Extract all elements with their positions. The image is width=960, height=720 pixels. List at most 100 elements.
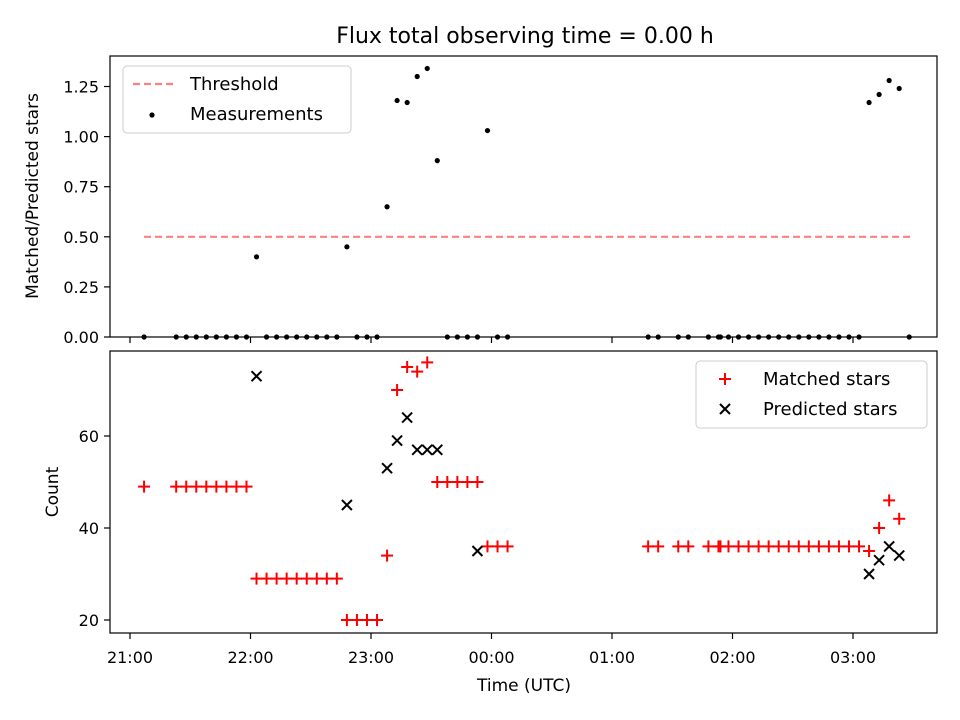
matched-star-point [883,494,896,507]
top-y-tick-label: 0.75 [63,178,99,197]
measurement-point [484,127,491,134]
matched-star-point [722,540,735,553]
top-y-tick-label: 1.00 [63,128,99,147]
predicted-star-point [381,462,393,474]
matched-star-point [340,614,353,626]
threshold-legend-label: Threshold [189,74,279,95]
matched-star-point [853,540,866,553]
bottom-y-tick-label: 60 [79,427,99,446]
matched-star-point [290,572,303,585]
matched-star-point [401,361,414,373]
top-x-ticks [129,337,854,343]
bottom-axes-frame [109,350,938,634]
matched-star-point [270,572,283,585]
matched-star-point [240,480,253,493]
measurement-point [253,254,260,260]
matched-star-point [461,476,474,488]
measurement-point [896,85,902,92]
matched-star-point [190,480,203,493]
predicted-star-point [873,554,885,566]
predicted-star-point [411,444,423,456]
predicted-stars-legend-label: Predicted stars [763,399,897,420]
top-legend: Threshold Measurements [122,65,352,134]
measurements-legend-swatch [149,112,155,118]
measurement-point [886,77,892,84]
matched-star-point [180,480,193,493]
measurement-point [424,65,430,72]
matched-star-point [451,476,464,488]
matched-star-point [762,540,775,553]
bottom-x-tick-label: 23:00 [348,648,394,667]
matched-star-point [300,572,313,585]
bottom-y-tick-label: 40 [79,519,99,538]
predicted-star-point [341,499,353,511]
matched-star-point [391,384,404,396]
matched-star-point [812,540,825,553]
predicted-star-point [893,549,905,562]
predicted-star-point [401,411,413,424]
bottom-y-axis-label: Count [43,466,63,517]
matched-star-point [873,522,886,534]
top-subplot: Flux total observing time = 0.00 h 0.000… [23,24,938,347]
top-y-ticks: 0.00 0.25 0.50 0.75 1.00 1.25 [63,78,110,347]
matched-star-point [501,540,514,553]
matched-stars-legend-label: Matched stars [763,369,890,390]
matched-star-point [200,480,213,493]
matched-stars-legend-swatch [719,373,731,385]
measurement-point [394,97,400,104]
matched-star-point [310,572,323,585]
matched-star-point [802,540,815,553]
top-y-tick-label: 0.50 [63,228,99,247]
predicted-stars-legend-swatch [719,403,731,415]
matched-star-point [863,545,876,557]
matched-star-point [732,540,745,553]
top-legend-box [122,65,352,134]
bottom-legend: Matched stars Predicted stars [695,360,928,429]
matched-star-point [421,356,434,369]
matched-star-point [792,540,805,553]
matched-star-point [441,476,454,488]
matched-star-point [471,476,484,488]
top-chart-marks [141,65,914,340]
top-y-tick-label: 0.25 [63,278,99,297]
matched-star-point [371,614,384,626]
matched-star-point [230,480,243,493]
matched-star-point [170,480,183,493]
top-chart-title: Flux total observing time = 0.00 h [336,24,714,49]
top-y-tick-label: 1.25 [63,78,99,97]
measurement-point [866,99,872,106]
bottom-x-tick-label: 03:00 [830,648,876,667]
measurement-point [384,204,390,210]
measurement-point [344,244,350,250]
measurement-point [876,91,882,98]
top-y-axis-label: Matched/Predicted stars [23,93,43,299]
matched-star-point [138,480,151,493]
measurement-point [434,158,440,164]
matched-star-point [411,365,424,378]
bottom-y-ticks: 20 40 60 [79,427,110,630]
measurement-point [414,73,420,80]
bottom-y-tick-label: 20 [79,611,99,630]
predicted-star-point [391,434,403,447]
top-axes-frame [109,55,938,338]
predicted-star-point [471,545,484,557]
matched-star-point [842,540,855,553]
bottom-x-tick-label: 21:00 [107,648,153,667]
bottom-x-axis-label: Time (UTC) [476,676,571,696]
matched-star-point [491,540,504,553]
predicted-star-point [250,370,263,382]
matched-star-point [220,480,233,493]
matched-star-point [260,572,273,585]
matched-star-point [742,540,755,553]
matched-star-point [481,540,494,553]
bottom-chart-marks [138,356,906,626]
top-y-tick-label: 0.00 [63,328,99,347]
predicted-star-point [421,444,433,456]
matched-star-point [822,540,835,553]
matched-star-point [350,614,363,626]
predicted-star-point [863,568,875,580]
matched-star-point [360,614,373,626]
matched-star-point [320,572,333,585]
matched-star-point [672,540,685,553]
matched-star-point [702,540,715,553]
